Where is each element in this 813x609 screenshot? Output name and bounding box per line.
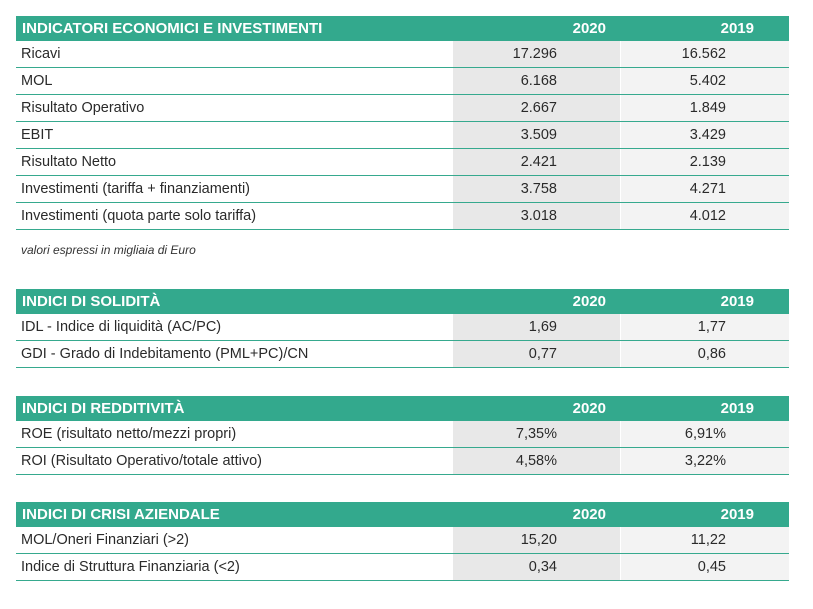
value-2019: 1.849	[621, 95, 789, 121]
table-indicatori-economici: INDICATORI ECONOMICI E INVESTIMENTI 2020…	[16, 16, 789, 230]
value-2020: 3.509	[453, 122, 620, 148]
value-2019: 2.139	[621, 149, 789, 175]
table-header: INDICATORI ECONOMICI E INVESTIMENTI 2020…	[16, 16, 789, 41]
year-header-2019: 2019	[720, 400, 754, 417]
table-title: INDICI DI CRISI AZIENDALE	[22, 506, 220, 523]
row-label: ROI (Risultato Operativo/totale attivo)	[21, 453, 262, 469]
table-indici-redditivita: INDICI DI REDDITIVITÀ 2020 2019 ROE (ris…	[16, 396, 789, 475]
row-label: IDL - Indice di liquidità (AC/PC)	[21, 319, 222, 335]
table-title: INDICI DI REDDITIVITÀ	[22, 400, 185, 417]
table-title: INDICATORI ECONOMICI E INVESTIMENTI	[22, 20, 323, 37]
year-header-2020: 2020	[572, 400, 606, 417]
table-row: Investimenti (quota parte solo tariffa) 3…	[16, 203, 789, 230]
table-row: Risultato Netto 2.421 2.139	[16, 149, 789, 176]
value-2019: 1,77	[621, 314, 789, 340]
row-label: GDI - Grado di Indebitamento (PML+PC)/CN	[21, 346, 309, 362]
row-label: MOL/Oneri Finanziari (>2)	[21, 532, 190, 548]
table-row: MOL 6.168 5.402	[16, 68, 789, 95]
table-row: Investimenti (tariffa + finanziamenti) 3.…	[16, 176, 789, 203]
value-2020: 0,77	[453, 341, 620, 367]
value-2019: 6,91%	[621, 421, 789, 447]
value-2019: 4.012	[621, 203, 789, 229]
value-2019: 4.271	[621, 176, 789, 202]
value-2019: 5.402	[621, 68, 789, 94]
table-indici-solidita: INDICI DI SOLIDITÀ 2020 2019 IDL - Indic…	[16, 289, 789, 368]
value-2020: 4,58%	[453, 448, 620, 474]
value-2020: 17.296	[453, 41, 620, 67]
value-2020: 2.667	[453, 95, 620, 121]
row-label: Risultato Operativo	[21, 100, 145, 116]
value-2019: 0,86	[621, 341, 789, 367]
year-header-2019: 2019	[720, 293, 754, 310]
row-label: Risultato Netto	[21, 154, 117, 170]
value-2019: 3.429	[621, 122, 789, 148]
row-label: Ricavi	[21, 46, 61, 62]
table-row: ROI (Risultato Operativo/totale attivo) 4…	[16, 448, 789, 475]
row-label: ROE (risultato netto/mezzi propri)	[21, 426, 237, 442]
table-header: INDICI DI REDDITIVITÀ 2020 2019	[16, 396, 789, 421]
value-2020: 3.758	[453, 176, 620, 202]
table-title: INDICI DI SOLIDITÀ	[22, 293, 161, 310]
table-row: EBIT 3.509 3.429	[16, 122, 789, 149]
year-header-2020: 2020	[572, 20, 606, 37]
value-2019: 3,22%	[621, 448, 789, 474]
value-2020: 2.421	[453, 149, 620, 175]
value-2020: 0,34	[453, 554, 620, 580]
year-header-2020: 2020	[572, 293, 606, 310]
table-indici-crisi: INDICI DI CRISI AZIENDALE 2020 2019 MOL/…	[16, 502, 789, 581]
value-2020: 7,35%	[453, 421, 620, 447]
units-note: valori espressi in migliaia di Euro	[21, 243, 196, 257]
table-header: INDICI DI CRISI AZIENDALE 2020 2019	[16, 502, 789, 527]
year-header-2019: 2019	[720, 20, 754, 37]
table-header: INDICI DI SOLIDITÀ 2020 2019	[16, 289, 789, 314]
table-row: GDI - Grado di Indebitamento (PML+PC)/CN…	[16, 341, 789, 368]
table-row: Indice di Struttura Finanziaria (<2) 0,34…	[16, 554, 789, 581]
row-label: Investimenti (tariffa + finanziamenti)	[21, 181, 251, 197]
table-row: ROE (risultato netto/mezzi propri) 7,35% 6…	[16, 421, 789, 448]
value-2020: 6.168	[453, 68, 620, 94]
year-header-2020: 2020	[572, 506, 606, 523]
table-row: Risultato Operativo 2.667 1.849	[16, 95, 789, 122]
table-row: IDL - Indice di liquidità (AC/PC) 1,69 1,7…	[16, 314, 789, 341]
table-row: MOL/Oneri Finanziari (>2) 15,20 11,22	[16, 527, 789, 554]
value-2020: 15,20	[453, 527, 620, 553]
table-row: Ricavi 17.296 16.562	[16, 41, 789, 68]
row-label: MOL	[21, 73, 53, 89]
row-label: Indice di Struttura Finanziaria (<2)	[21, 559, 240, 575]
value-2019: 16.562	[621, 41, 789, 67]
value-2019: 11,22	[621, 527, 789, 553]
year-header-2019: 2019	[720, 506, 754, 523]
value-2020: 3.018	[453, 203, 620, 229]
value-2019: 0,45	[621, 554, 789, 580]
row-label: EBIT	[21, 127, 54, 143]
value-2020: 1,69	[453, 314, 620, 340]
row-label: Investimenti (quota parte solo tariffa)	[21, 208, 257, 224]
